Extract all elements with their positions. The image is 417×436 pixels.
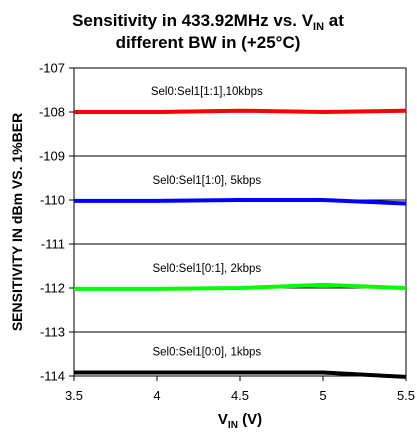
- y-tick-label: -112: [40, 281, 65, 296]
- chart-title-line-1-end: at: [324, 11, 344, 30]
- series-line-0: [74, 108, 407, 114]
- y-tick-label: -108: [39, 105, 65, 120]
- x-tick-label: 5.5: [397, 388, 415, 403]
- x-tick-label: 4.5: [231, 388, 249, 403]
- x-tick-label: 5: [319, 388, 326, 403]
- x-tick-label: 3.5: [65, 388, 83, 403]
- x-axis-label-sub: IN: [228, 420, 238, 431]
- series-label-0: Sel0:Sel1[1:1],10kbps: [151, 86, 263, 98]
- y-tick-label: -114: [40, 369, 65, 384]
- plot-area: [73, 67, 407, 377]
- grid: [69, 67, 407, 381]
- y-tick-label: -111: [41, 237, 65, 252]
- y-tick-labels: -107 -108 -109 -110 -111 -112 -113 -114: [39, 61, 65, 384]
- y-tick-label: -107: [39, 61, 65, 76]
- series-group: Sel0:Sel1[1:1],10kbps Sel0:Sel1[1:0], 5kb…: [74, 86, 407, 379]
- y-tick-label: -110: [40, 193, 65, 208]
- x-axis-label: VIN (V): [218, 411, 262, 431]
- y-tick-label: -113: [40, 325, 65, 340]
- chart-title-line-1-sub: IN: [313, 21, 324, 33]
- chart-title-line-1-main: Sensitivity in 433.92MHz vs. V: [72, 11, 314, 30]
- x-axis-label-unit: (V): [238, 411, 262, 428]
- series-label-2: Sel0:Sel1[0:1], 2kbps: [152, 263, 261, 275]
- series-line-3: [74, 370, 407, 379]
- x-tick-label: 4: [153, 388, 160, 403]
- x-tick-labels: 3.5 4 4.5 5 5.5: [65, 388, 415, 403]
- y-axis-label: SENSITIVITY IN dBm VS. 1%BER: [9, 113, 25, 331]
- chart-title-line-1: Sensitivity in 433.92MHz vs. VIN at: [72, 11, 344, 33]
- series-line-2: [74, 282, 407, 291]
- series-label-1: Sel0:Sel1[1:0], 5kbps: [152, 175, 261, 187]
- chart-title-line-2: different BW in (+25°C): [116, 33, 301, 52]
- y-tick-label: -109: [39, 149, 65, 164]
- series-label-3: Sel0:Sel1[0:0], 1kbps: [152, 346, 261, 358]
- x-axis-label-main: V: [218, 411, 228, 428]
- series-line-1: [74, 198, 407, 206]
